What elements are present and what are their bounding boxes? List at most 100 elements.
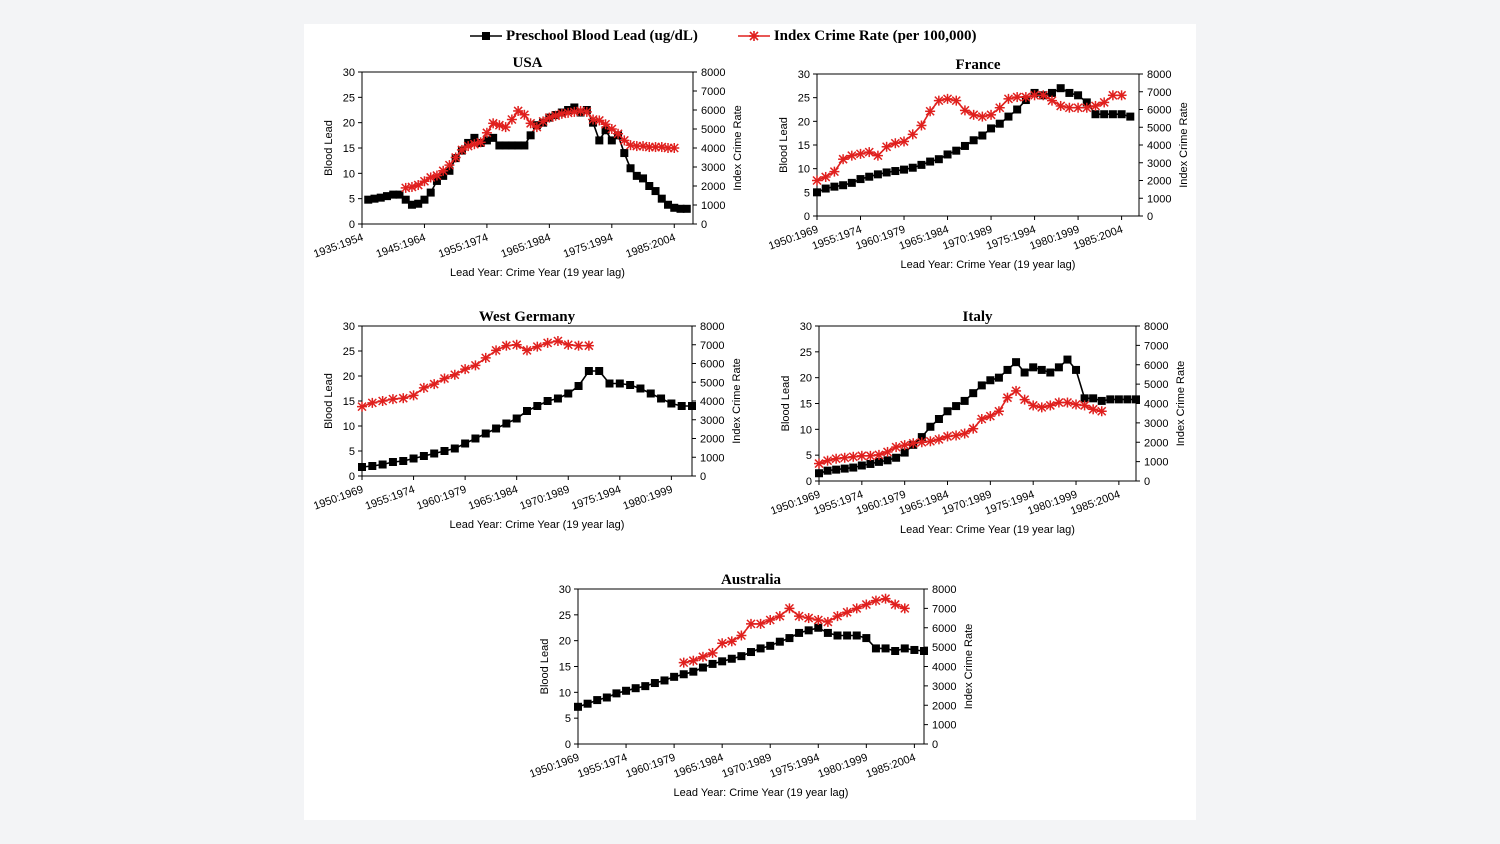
- crime-rate-point: [838, 154, 849, 165]
- crime-rate-point: [1045, 400, 1056, 411]
- y-tick-label: 30: [798, 69, 810, 81]
- blood-lead-point: [520, 141, 529, 150]
- blood-lead-point: [574, 382, 583, 390]
- blood-lead-point: [804, 626, 813, 635]
- blood-lead-point: [934, 415, 943, 423]
- x-tick-label: 1985:2004: [864, 752, 917, 781]
- blood-lead-point: [1097, 396, 1106, 405]
- blood-lead-point: [1082, 98, 1091, 107]
- y-tick-label: 20: [798, 116, 810, 128]
- crime-rate-point: [377, 396, 388, 406]
- crime-rate-point: [832, 611, 843, 622]
- chart-svg-france: France 0 5 10 15 20 25 30 0 1000 2000 3000 4000 5000 6…: [767, 57, 1190, 271]
- blood-lead-point: [862, 634, 871, 643]
- x-tick-label: 1980:1999: [816, 752, 869, 781]
- blood-lead-point: [727, 654, 736, 663]
- chart-title: USA: [512, 55, 542, 71]
- blood-lead-point: [388, 458, 397, 466]
- y-tick-label: 25: [343, 346, 355, 358]
- blood-lead-point: [1065, 88, 1074, 97]
- y-tick-label: 10: [343, 421, 355, 433]
- blood-lead-point: [419, 452, 428, 460]
- y2-tick-label: 2000: [700, 434, 724, 446]
- blood-lead-point: [1056, 84, 1065, 93]
- crime-rate-point: [1116, 90, 1127, 101]
- x-axis-label: Lead Year: Crime Year (19 year lag): [450, 267, 625, 279]
- y2-tick-label: 1000: [701, 200, 725, 212]
- blood-lead-point: [492, 424, 501, 433]
- blood-lead-point: [593, 696, 602, 705]
- crime-rate-point: [1038, 90, 1049, 101]
- y2-tick-label: 8000: [1144, 321, 1168, 333]
- crime-rate-point: [1090, 100, 1101, 111]
- black-square-marker-icon: [470, 32, 502, 40]
- blood-lead-point: [1037, 365, 1046, 374]
- crime-rate-point: [881, 141, 892, 152]
- chart-svg-australia: Australia 0 5 10 15 20 25 30 0 1000 2000 3000 4000 50…: [528, 572, 975, 799]
- x-tick-label: 1950:1969: [528, 752, 581, 781]
- y-tick-label: 10: [798, 164, 810, 176]
- y-tick-label: 20: [800, 373, 812, 385]
- blood-lead-point: [574, 702, 582, 711]
- crime-rate-point: [600, 119, 611, 130]
- x-tick-label: 1960:1979: [624, 752, 677, 781]
- blood-lead-point: [873, 170, 882, 179]
- y2-tick-label: 5000: [1144, 379, 1168, 391]
- crime-rate-point: [1003, 93, 1014, 104]
- blood-lead-point: [645, 182, 654, 190]
- crime-rate-point: [387, 394, 398, 405]
- crime-rate-point: [959, 428, 970, 439]
- blood-lead-point: [1091, 110, 1100, 119]
- chart-panel-australia: Australia 0 5 10 15 20 25 30 0 1000 2000 3000 4000 50…: [520, 563, 1000, 823]
- x-tick-label: 1975:1994: [562, 232, 615, 261]
- y2-tick-label: 3000: [932, 681, 956, 693]
- y2-tick-label: 1000: [700, 452, 724, 464]
- y2-tick-label: 8000: [701, 67, 725, 79]
- blood-lead-point: [389, 190, 398, 199]
- crime-rate-point: [408, 390, 419, 401]
- crime-rate-point: [573, 340, 584, 351]
- crime-rate-point: [1002, 392, 1013, 403]
- blood-lead-point: [849, 463, 858, 472]
- blood-lead-point: [847, 178, 856, 187]
- blood-lead-point: [917, 433, 926, 442]
- blood-lead-point: [1072, 365, 1081, 374]
- crime-rate-point: [418, 382, 429, 393]
- y2-tick-label: 3000: [1147, 158, 1171, 170]
- y-tick-label: 5: [565, 713, 571, 725]
- blood-lead-point: [952, 146, 961, 155]
- crime-rate-point: [846, 150, 857, 161]
- blood-lead-point: [564, 389, 573, 398]
- y-tick-label: 0: [349, 219, 355, 231]
- plot-area-frame: [818, 325, 1137, 482]
- y2-axis-label: Index Crime Rate: [1178, 102, 1190, 188]
- blood-lead-point: [664, 200, 673, 209]
- crime-rate-point: [803, 613, 814, 624]
- y-tick-label: 30: [343, 67, 355, 79]
- chart-svg-west-germany: West Germany 0 5 10 15 20 25 30 0 1000 2000 3000 400…: [312, 309, 743, 531]
- blood-lead-point: [977, 381, 986, 390]
- y2-tick-label: 0: [932, 739, 938, 751]
- blood-lead-point: [813, 188, 821, 197]
- y2-tick-label: 7000: [932, 603, 956, 615]
- blood-lead-point: [900, 165, 909, 174]
- crime-rate-point: [511, 339, 522, 350]
- crime-rate-point: [367, 397, 378, 408]
- blood-lead-point: [631, 684, 640, 693]
- y-tick-label: 10: [800, 424, 812, 436]
- crime-rate-point: [506, 114, 517, 125]
- y-tick-label: 15: [559, 662, 571, 674]
- crime-rate-point: [861, 599, 872, 610]
- y-tick-label: 15: [343, 396, 355, 408]
- blood-lead-point: [667, 399, 676, 408]
- crime-rate-point: [449, 369, 460, 380]
- blood-lead-point: [1013, 105, 1022, 114]
- crime-rate-point: [1029, 90, 1040, 101]
- legend-item-crime-rate: Index Crime Rate (per 100,000): [737, 28, 976, 45]
- crime-rate-point: [678, 657, 689, 668]
- crime-rate-point: [829, 166, 840, 177]
- blood-lead-point: [1080, 394, 1089, 403]
- y-axis-label: Blood Lead: [780, 376, 792, 432]
- blood-lead-point: [960, 396, 969, 405]
- blood-lead-point: [1063, 355, 1072, 364]
